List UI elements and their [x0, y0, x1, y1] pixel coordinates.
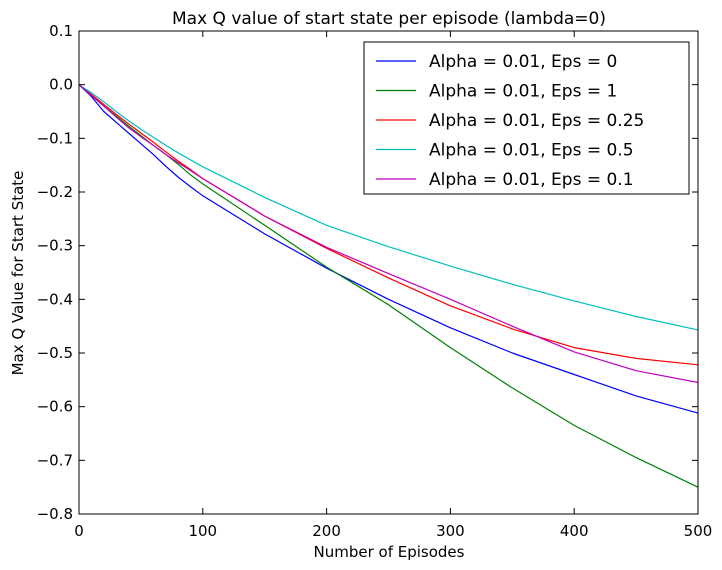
y-tick-label: −0.1	[37, 129, 73, 147]
series-line-2	[78, 84, 699, 488]
plot-lines	[78, 84, 699, 488]
x-axis-title: Number of Episodes	[314, 543, 465, 561]
y-tick-label: −0.2	[37, 183, 73, 201]
series-line-4	[78, 84, 699, 331]
x-tick-label: 0	[74, 522, 84, 540]
legend: Alpha = 0.01, Eps = 0 Alpha = 0.01, Eps =…	[363, 41, 690, 195]
x-tick-label: 100	[188, 522, 217, 540]
series-line-5	[78, 84, 699, 384]
legend-label: Alpha = 0.01, Eps = 0.5	[429, 141, 634, 161]
x-tick-label: 200	[312, 522, 341, 540]
plot-frame	[78, 30, 699, 515]
y-tick-label: −0.5	[37, 344, 73, 362]
legend-label: Alpha = 0.01, Eps = 0.25	[429, 111, 644, 131]
y-tick-label: −0.3	[37, 237, 73, 255]
series-line-1	[78, 84, 699, 414]
y-tick-label: −0.7	[37, 451, 73, 469]
x-tick-label: 500	[684, 522, 713, 540]
y-tick-label: 0.0	[49, 76, 73, 94]
axis-ticks: 0 100 200 300 400 500 0.1 0.0 −0.1 −0.2 −0.3 −0.4 −0…	[37, 22, 713, 540]
legend-label: Alpha = 0.01, Eps = 0	[429, 52, 617, 72]
x-tick-label: 400	[560, 522, 589, 540]
y-tick-label: −0.6	[37, 398, 73, 416]
series-line-3	[78, 84, 699, 366]
y-tick-label: −0.8	[37, 505, 73, 523]
y-axis-title: Max Q Value for Start State	[9, 171, 27, 376]
y-tick-label: −0.4	[37, 290, 73, 308]
chart-title: Max Q value of start state per episode (…	[172, 9, 606, 29]
y-tick-label: 0.1	[49, 22, 73, 40]
x-tick-label: 300	[436, 522, 465, 540]
legend-box	[363, 41, 690, 195]
legend-label: Alpha = 0.01, Eps = 0.1	[429, 170, 634, 190]
legend-label: Alpha = 0.01, Eps = 1	[429, 82, 617, 102]
